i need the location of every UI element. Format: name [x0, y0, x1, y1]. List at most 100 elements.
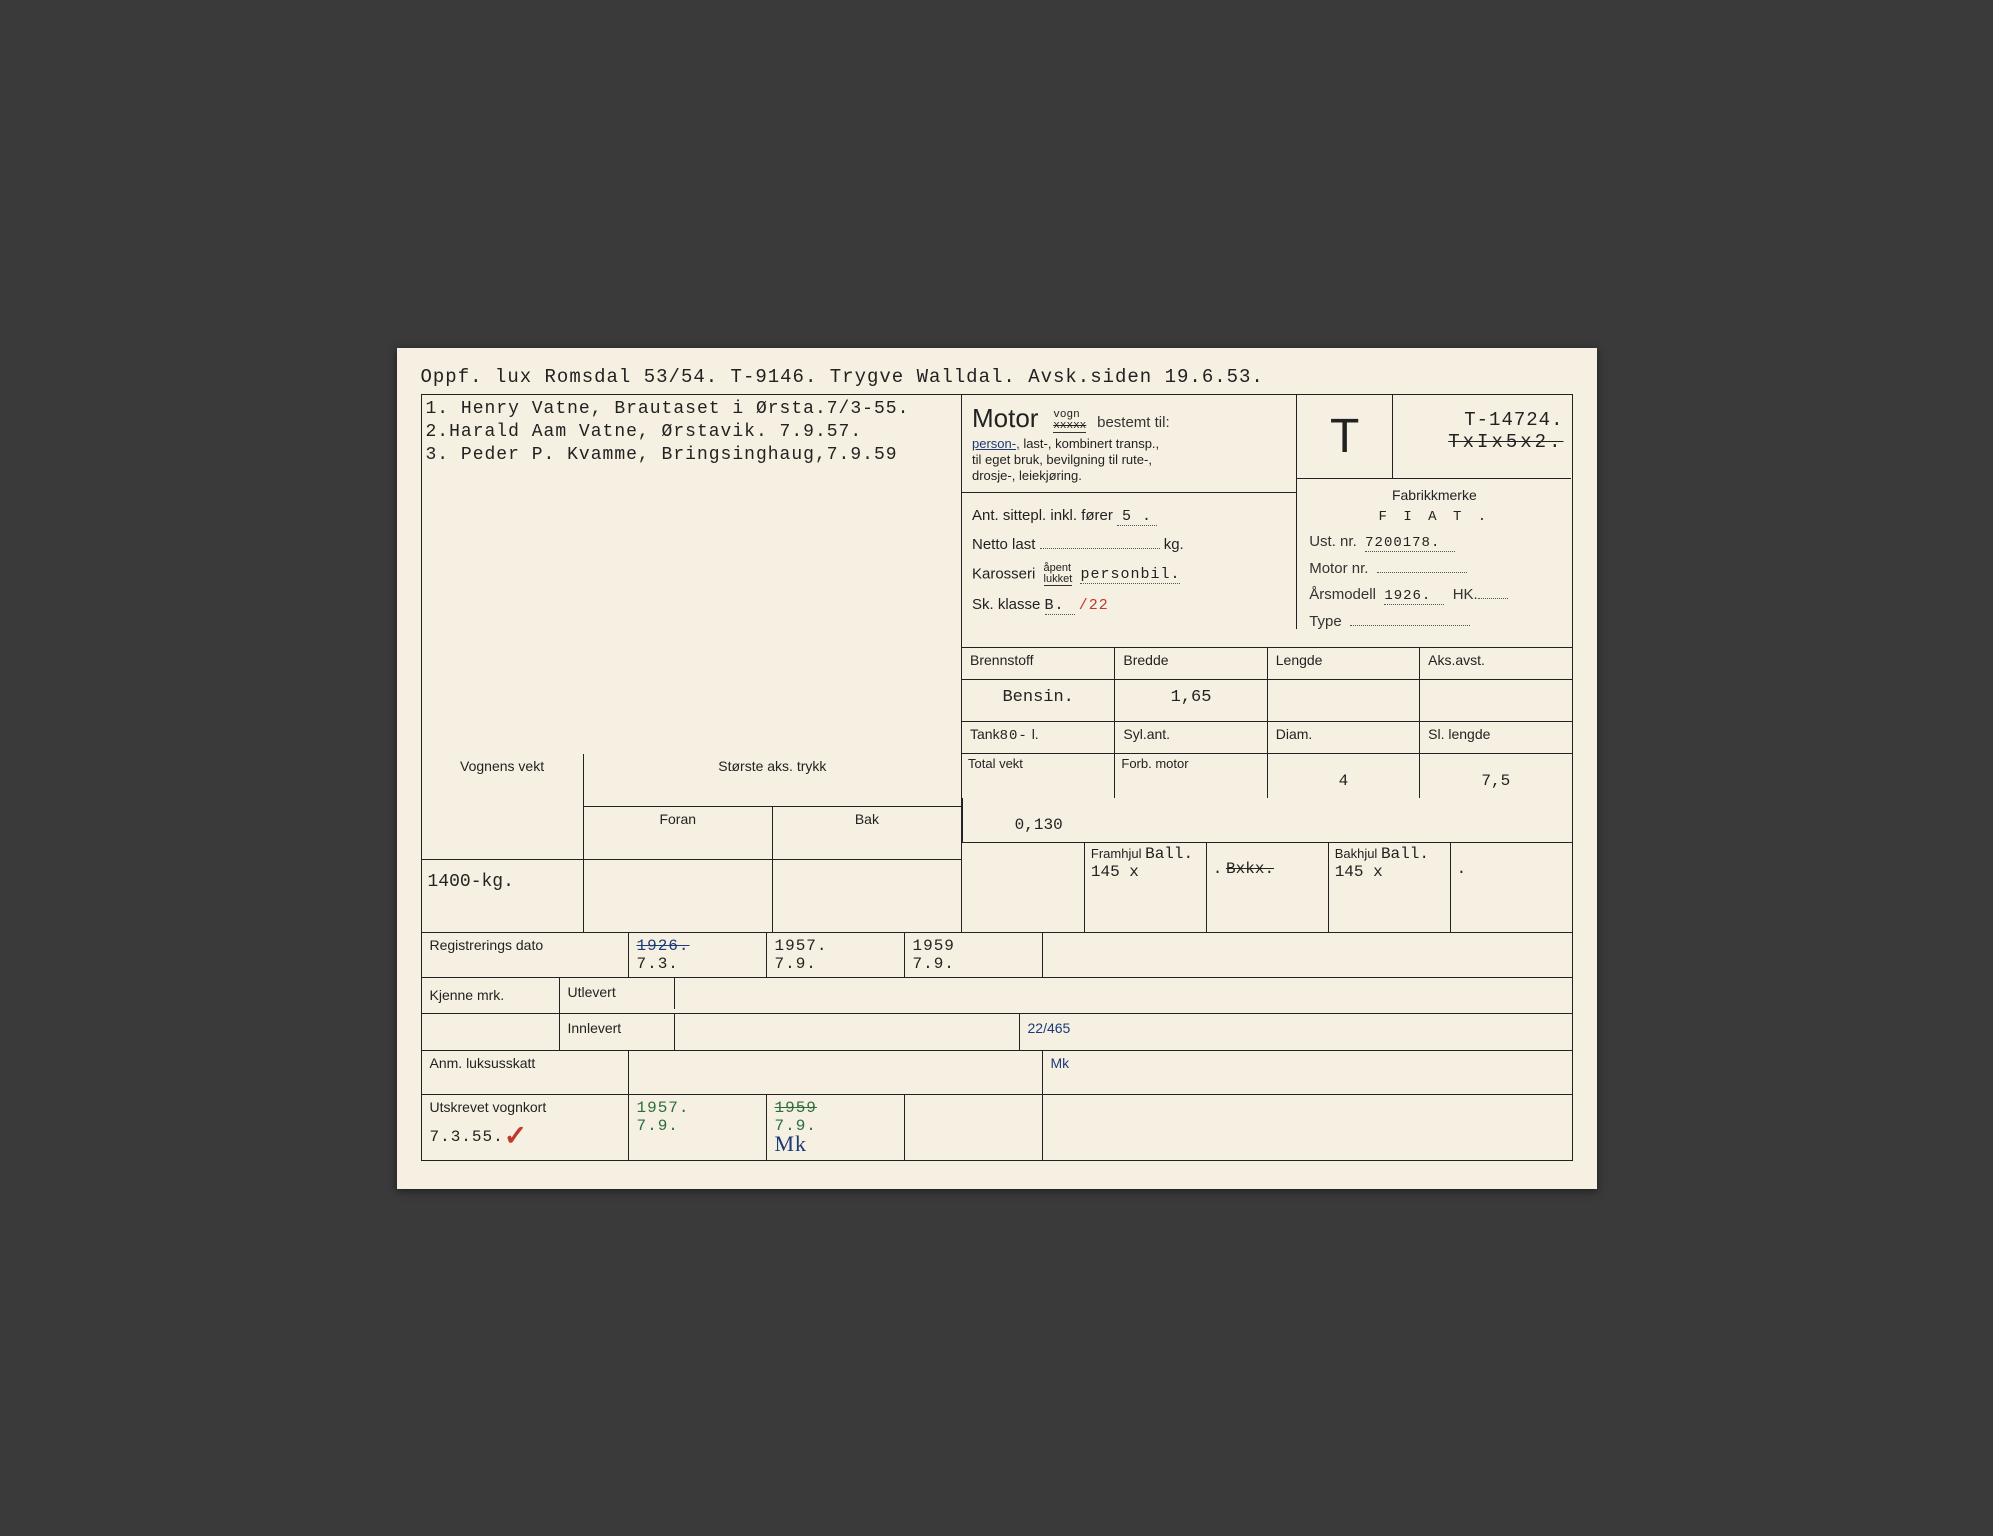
right-top: Motor vogn xxxxx bestemt til: person-, l… [962, 395, 1572, 647]
kaross-top: åpent [1044, 563, 1073, 574]
motor-box: Motor vogn xxxxx bestemt til: person-, l… [962, 395, 1297, 493]
klasse-a: B. [1045, 597, 1075, 615]
forb-cell: Forb. motor [1114, 754, 1266, 798]
utsk-c2: 1957.7.9. [629, 1095, 767, 1160]
framhjul-cell: Framhjul Ball.145 x [1084, 843, 1206, 932]
aks-label: Største aks. trykk [584, 754, 962, 807]
dim-h-lengde: Lengde [1267, 648, 1419, 680]
wb-right-1: Total vekt Forb. motor 4 7,5 0,130 [962, 754, 1572, 843]
ars-label: Årsmodell [1309, 586, 1376, 603]
check-icon: ✓ [504, 1120, 527, 1151]
utsk-c2a: 1957. [637, 1099, 690, 1117]
total-empty [962, 843, 1084, 932]
klasse-b: /22 [1079, 597, 1109, 614]
person-underline: person-, [972, 436, 1020, 451]
right-column: Motor vogn xxxxx bestemt til: person-, l… [962, 395, 1572, 754]
anm-label: Anm. luksusskatt [422, 1051, 629, 1094]
ust-label: Ust. nr. [1309, 533, 1357, 550]
innlevert-hand: 22/465 [1020, 1014, 1572, 1050]
bak-strike-cell: . Bxkx. [1206, 843, 1328, 932]
ars-value: 1926. [1384, 588, 1444, 605]
utsk-row: Utskrevet vognkort 7.3.55.✓ 1957.7.9. 19… [422, 1095, 1572, 1160]
dim-h-sllengde: Sl. lengde [1419, 722, 1571, 754]
dim-h-tank: Tank80- l. [962, 722, 1114, 754]
utsk-label: Utskrevet vognkort [430, 1099, 547, 1115]
motornr-label: Motor nr. [1309, 560, 1368, 577]
dim-v-aksavst [1419, 680, 1571, 722]
main-grid: 1. Henry Vatne, Brautaset i Ørsta.7/3-55… [421, 394, 1573, 754]
utsk-c4 [905, 1095, 1043, 1160]
klasse-label: Sk. klasse [972, 596, 1040, 613]
anm-empty [629, 1051, 1043, 1094]
innlevert-empty [675, 1014, 1020, 1050]
utlevert-row: Kjenne mrk. Utlevert [422, 978, 1572, 1014]
reg-dato-row: Registrerings dato 1926.7.3. 1957.7.9. 1… [422, 933, 1572, 978]
bak-dot: . [1213, 860, 1223, 878]
innlevert-row: Innlevert 22/465 [422, 1014, 1572, 1050]
reg-c1b: 7.3. [637, 955, 679, 973]
vognens-value: 1400-kg. [422, 860, 584, 932]
bakhjul-cell: Bakhjul Ball.145 x [1328, 843, 1450, 932]
type-label: Type [1309, 613, 1342, 630]
fram-v: Ball. [1145, 845, 1193, 863]
total-cell: Total vekt [962, 754, 1114, 798]
bakh-d: 145 x [1335, 863, 1383, 881]
forb-label: Forb. motor [1121, 756, 1188, 771]
bak-label: Bak [773, 807, 962, 860]
tank-unit: l. [1032, 726, 1039, 742]
syl-value: 4 [1267, 754, 1419, 798]
netto-label: Netto last [972, 536, 1035, 553]
hk-value [1478, 598, 1508, 599]
foran-value [584, 860, 773, 932]
wb-right-wrap: Total vekt Forb. motor 4 7,5 0,130 Framh… [962, 754, 1572, 932]
anm-hand: Mk [1043, 1051, 1572, 1094]
utsk-c3: 19597.9.Mk [767, 1095, 905, 1160]
reg-c1a: 1926. [637, 937, 690, 955]
wb-right-2: Framhjul Ball.145 x . Bxkx. Bakhjul Ball… [962, 843, 1572, 932]
fabrikk-box: Fabrikkmerke F I A T . Ust. nr. 7200178.… [1297, 479, 1571, 647]
anm-row: Anm. luksusskatt Mk [422, 1051, 1572, 1095]
bak-strike: Bxkx. [1226, 860, 1274, 878]
spec-left: Ant. sittepl. inkl. fører 5 . Netto last… [962, 493, 1297, 629]
reg-c1: 1926.7.3. [629, 933, 767, 977]
reg-number: T-14724. [1401, 409, 1563, 431]
reg-c3: 19597.9. [905, 933, 1043, 977]
kaross-bot: lukket [1044, 574, 1073, 585]
netto-value [1040, 548, 1160, 549]
sittepl-value: 5 . [1117, 508, 1157, 526]
bakh-dot: . [1457, 860, 1467, 878]
utsk-cell: Utskrevet vognkort 7.3.55.✓ [422, 1095, 629, 1160]
sittepl-label: Ant. sittepl. inkl. fører [972, 507, 1113, 524]
t-cell: T T-14724. TxIx5x2. [1297, 395, 1571, 479]
vognens-label: Vognens vekt [422, 754, 584, 860]
reg-c2b: 7.9. [775, 955, 817, 973]
kaross-label: Karosseri [972, 565, 1035, 582]
kaross-stack: åpent lukket [1044, 563, 1073, 586]
fabrikk-merke: F I A T . [1309, 509, 1559, 525]
dim-h-bredde: Bredde [1114, 648, 1266, 680]
registration-card: Oppf. lux Romsdal 53/54. T-9146. Trygve … [397, 348, 1597, 1189]
reg-c2a: 1957. [775, 937, 828, 955]
type-value [1350, 625, 1470, 626]
reg-rest [1043, 933, 1572, 977]
vogn-strike: xxxxx [1053, 421, 1086, 432]
fram-d: 145 x [1091, 863, 1139, 881]
reg-c2: 1957.7.9. [767, 933, 905, 977]
utsk-c2b: 7.9. [637, 1117, 679, 1135]
diam-value: 7,5 [1419, 754, 1571, 798]
vogn-stack: vogn xxxxx [1053, 410, 1086, 433]
motornr-value [1377, 572, 1467, 573]
big-t: T [1297, 395, 1393, 478]
fabrikk-label: Fabrikkmerke [1309, 487, 1559, 503]
innlevert-label: Innlevert [560, 1014, 675, 1050]
utlevert-value [675, 978, 1572, 1010]
kaross-value: personbil. [1080, 566, 1180, 584]
dim-v-bredde: 1,65 [1114, 680, 1266, 722]
motor-line1b: last-, kombinert transp., [1020, 436, 1159, 451]
dim-h-diam: Diam. [1267, 722, 1419, 754]
motor-line2: til eget bruk, bevilgning til rute-, [972, 452, 1152, 467]
tank-value: 80- [1000, 728, 1028, 744]
dim-h-syl: Syl.ant. [1114, 722, 1266, 754]
motor-line3: drosje-, leiekjøring. [972, 468, 1082, 483]
header-line: Oppf. lux Romsdal 53/54. T-9146. Trygve … [421, 366, 1573, 388]
